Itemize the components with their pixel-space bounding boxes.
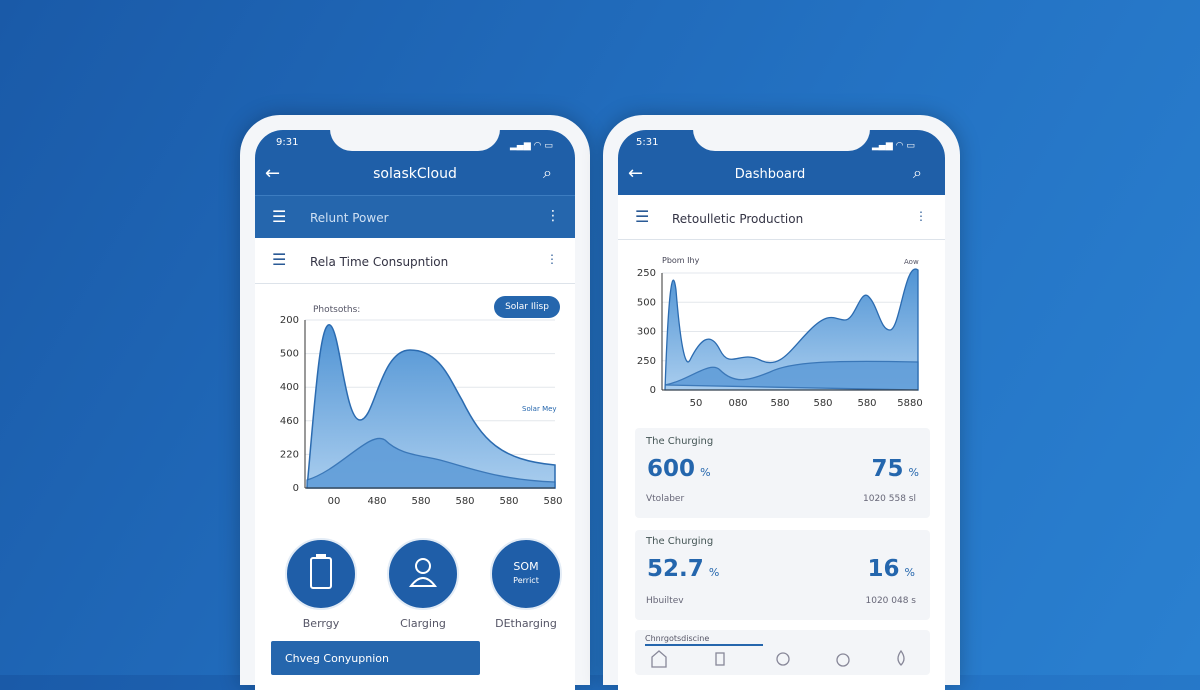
x-tick-label: 00 [328,496,341,507]
more-button[interactable]: ⋮ [546,208,560,224]
app-title: Dashboard [734,167,806,182]
stat-unit: % [904,566,915,579]
stat-unit: % [908,466,919,479]
menu-bar [618,195,945,240]
stat-card: The Churging 52.7 % 16 % Hbuiltev 1020 0… [635,530,930,620]
menu-icon[interactable]: ☰ [272,250,287,269]
status-time: 9:31 [276,137,299,148]
chart-annotation: Aow [904,258,919,266]
icon-title: SOM [513,560,539,573]
app-title: solaskCloud [373,166,457,182]
y-tick-label: 250 [637,268,656,279]
action-label: Berrgy [302,617,340,630]
more-button[interactable]: ⋮ [915,209,927,223]
notch [693,125,870,151]
area-curve [306,437,556,489]
stat-unit: % [700,466,711,479]
x-tick-label: 50 [690,398,703,409]
menu-icon[interactable]: ☰ [272,207,287,226]
more-button[interactable]: ⋮ [546,252,558,266]
x-tick-label: 580 [455,496,474,507]
y-tick-label: 500 [280,349,299,360]
area-curve [664,268,919,391]
status-time: 5:31 [636,137,659,148]
x-tick-label: 580 [770,398,789,409]
card-title: The Churging [646,436,714,447]
energy-button[interactable] [285,538,357,610]
y-tick-label: 250 [637,356,656,367]
x-tick-label: 480 [367,496,386,507]
y-tick-label: 0 [650,385,656,396]
stat-value: 52.7 [647,556,704,582]
back-button[interactable]: ← [265,163,281,184]
y-tick-label: 300 [637,327,656,338]
y-tick-label: 400 [280,382,299,393]
search-button[interactable]: ⌕ [543,163,552,182]
x-tick-label: 580 [411,496,430,507]
stat-value: 600 [647,456,696,482]
progress [645,644,763,646]
card-title: Chnrgotsdiscine [645,634,710,643]
y-tick-label: 500 [637,297,656,308]
back-button[interactable]: ← [628,163,644,184]
menu-title: Retoulletic Production [672,212,804,226]
notch [330,125,500,151]
stat-b: 75 % [871,456,919,482]
stat-value: 16 [867,556,900,582]
chart-annotation: Solar Mey [522,405,557,413]
submenu-bar [255,238,575,284]
status-icons: ▂▄▆ ◠ ▭ [871,141,915,151]
chart-button[interactable]: Solar Ilisp [494,296,560,318]
stat-card: The Churging 600 % 75 % Vtolaber 1020 55… [635,428,930,518]
x-tick-label: 580 [543,496,562,507]
x-tick-label: 5880 [897,398,922,409]
card-title: The Churging [646,536,714,547]
chart-legend: Pbom Ihy [662,256,700,265]
card-caption: Hbuiltev [646,596,684,606]
x-tick-label: 580 [499,496,518,507]
stat-value: 75 [871,456,904,482]
icon-subtitle: Perrict [513,576,539,585]
stat-a: 52.7 % [647,556,719,582]
x-tick-label: 580 [813,398,832,409]
action-label: DEtharging [495,617,557,630]
search-button[interactable]: ⌕ [913,163,922,182]
card-caption: 1020 048 s [865,596,917,606]
submenu-title: Rela Time Consupntion [310,255,449,269]
y-tick-label: 460 [280,416,299,427]
battery-icon [310,554,332,589]
stat-a: 600 % [647,456,711,482]
y-tick-label: 200 [280,315,299,326]
card-caption: Vtolaber [646,494,685,504]
bottom-nav [651,649,905,668]
user-icon [408,558,438,587]
status-icons: ▂▄▆ ◠ ▭ [509,141,553,151]
menu-bar [255,195,575,238]
stat-unit: % [708,566,720,579]
menu-title: Relunt Power [310,211,389,225]
y-tick-label: 0 [293,483,299,494]
action-label: Clarging [400,617,446,630]
bottom-button[interactable]: Chveg Conyupnion [271,641,480,675]
charging-button[interactable] [387,538,459,610]
area-curve [664,360,919,391]
menu-icon[interactable]: ☰ [635,207,650,226]
y-tick-label: 220 [280,449,299,460]
x-tick-label: 080 [728,398,747,409]
discharging-button[interactable]: SOM Perrict [490,538,562,610]
stat-b: 16 % [867,556,915,582]
card-caption: 1020 558 sl [863,494,916,504]
chart-legend: Photsoths: [313,305,361,315]
x-tick-label: 580 [857,398,876,409]
